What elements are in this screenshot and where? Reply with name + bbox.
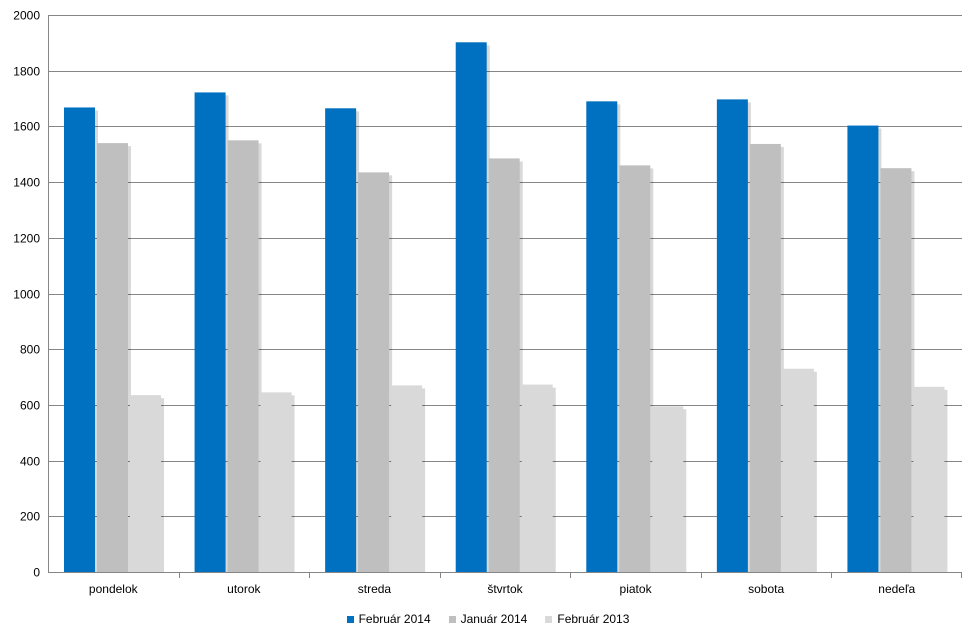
bar bbox=[782, 368, 814, 572]
legend-swatch-feb-2014 bbox=[346, 615, 354, 623]
bar bbox=[455, 42, 487, 573]
bar bbox=[227, 140, 259, 572]
bar bbox=[619, 165, 651, 572]
bar bbox=[194, 92, 226, 572]
legend-item-feb-2013: Február 2013 bbox=[545, 612, 629, 626]
x-tick-label: sobota bbox=[748, 582, 784, 596]
bar bbox=[586, 101, 618, 573]
x-tick-label: štvrtok bbox=[487, 582, 523, 596]
bar bbox=[521, 384, 553, 572]
y-tick-label: 1200 bbox=[13, 232, 40, 246]
x-axis-tick-labels: pondelok utorok streda štvrtok piatok sobota n… bbox=[89, 582, 916, 596]
legend: Február 2014 Január 2014 Február 2013 bbox=[0, 609, 976, 629]
bars bbox=[64, 42, 948, 573]
bar bbox=[391, 385, 423, 572]
y-tick-label: 1800 bbox=[13, 65, 40, 79]
bar bbox=[847, 125, 879, 572]
y-tick-label: 1000 bbox=[13, 288, 40, 302]
bar bbox=[880, 168, 912, 573]
bar bbox=[260, 392, 292, 572]
legend-swatch-jan-2014 bbox=[448, 615, 456, 623]
y-tick-label: 200 bbox=[20, 510, 40, 524]
bar bbox=[652, 406, 684, 572]
bar bbox=[749, 143, 781, 572]
bar bbox=[130, 395, 161, 572]
x-tick-label: nedeľa bbox=[878, 582, 915, 596]
x-tick-label: utorok bbox=[227, 582, 261, 596]
legend-label-feb-2013: Február 2013 bbox=[557, 612, 630, 626]
y-tick-label: 0 bbox=[33, 566, 40, 580]
y-tick-label: 400 bbox=[20, 455, 40, 469]
x-tick-label: streda bbox=[358, 582, 392, 596]
bar bbox=[358, 172, 390, 573]
bar bbox=[716, 99, 748, 572]
x-tick-label: pondelok bbox=[89, 582, 139, 596]
x-tick-label: piatok bbox=[620, 582, 653, 596]
axes bbox=[48, 15, 962, 578]
y-tick-label: 800 bbox=[20, 343, 40, 357]
legend-swatch-feb-2013 bbox=[545, 615, 553, 623]
y-tick-label: 1400 bbox=[13, 176, 40, 190]
y-axis-tick-labels: 0 200 400 600 800 1000 1200 1400 1600 1800 2000 bbox=[13, 9, 40, 580]
y-tick-label: 1600 bbox=[13, 120, 40, 134]
bar bbox=[97, 143, 128, 573]
bar bbox=[913, 386, 945, 572]
legend-label-jan-2014: Január 2014 bbox=[460, 612, 528, 626]
legend-item-feb-2014: Február 2014 bbox=[346, 612, 431, 626]
legend-label-feb-2014: Február 2014 bbox=[358, 612, 431, 626]
y-tick-label: 600 bbox=[20, 399, 40, 413]
bar bbox=[488, 158, 520, 573]
bar bbox=[64, 107, 95, 572]
bar bbox=[325, 108, 357, 573]
y-tick-label: 2000 bbox=[13, 9, 40, 23]
legend-item-jan-2014: Január 2014 bbox=[448, 612, 528, 626]
